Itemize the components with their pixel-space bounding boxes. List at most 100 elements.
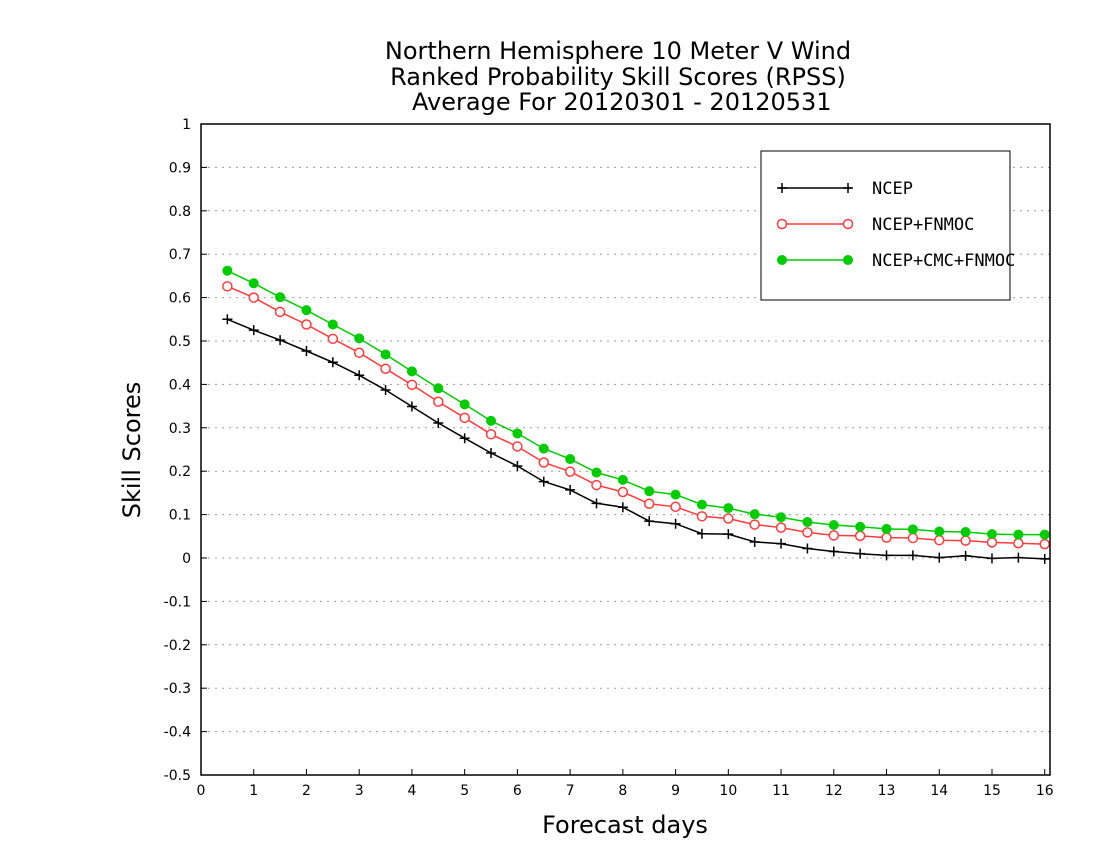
legend-box [760,150,1011,301]
x-axis-label: Forecast days [542,811,708,839]
data-point [934,534,945,546]
data-point [960,535,971,546]
data-point [749,509,760,520]
data-point [749,536,760,547]
x-tick-label: 3 [355,783,364,799]
x-tick-label: 14 [930,783,948,799]
x-tick-label: 5 [460,783,469,799]
series-1 [222,314,1050,564]
data-point [301,305,312,316]
y-tick-label: 0.6 [169,291,191,307]
data-point [777,255,787,265]
y-tick-label: 0.4 [169,377,191,393]
data-point [828,520,839,531]
data-point [433,418,444,429]
x-tick-label: 15 [983,783,1001,799]
plot-frame [200,123,1051,776]
y-tick-label: 0.5 [169,334,191,350]
series-2 [222,281,1050,550]
data-point [881,550,892,561]
y-tick-label: 0.7 [169,247,191,263]
data-point [248,278,259,289]
data-point [723,529,734,540]
y-tick-label: -0.1 [164,594,191,610]
data-point [907,550,918,561]
data-point [564,466,576,477]
data-point [512,428,523,439]
data-point [775,522,787,533]
data-point [486,447,497,458]
data-point [881,532,892,543]
data-point [222,281,233,292]
x-tick-label: 13 [878,783,896,799]
x-tick-label: 11 [772,783,790,799]
data-point [485,429,497,440]
data-point [617,486,629,498]
data-point [934,552,945,563]
data-point [459,412,470,424]
x-tick-label: 9 [671,783,680,799]
y-tick-label: 0.2 [169,464,191,480]
data-point [670,501,681,513]
series-group [222,265,1050,564]
data-point [960,550,971,561]
data-point [776,218,788,230]
data-point [459,433,470,444]
x-tick-label: 0 [197,783,206,799]
x-tick-label: 16 [1036,783,1054,799]
data-point [777,183,787,193]
y-tick-label: -0.2 [164,638,191,654]
data-point [591,479,602,491]
data-point [855,521,866,532]
x-tick-label: 7 [566,783,575,799]
data-point [327,319,338,330]
data-point [275,292,286,303]
data-point [1039,538,1050,550]
data-point [301,345,312,356]
data-point [843,183,853,193]
series-line [227,285,1050,545]
data-point [934,526,945,537]
chart-title-line-1: Northern Hemisphere 10 Meter V Wind [385,37,851,65]
series-line [227,318,1050,560]
legend-label: NCEP+FNMOC [872,215,974,235]
data-point [354,333,365,344]
data-point [776,512,787,523]
data-point [486,415,497,426]
data-point [406,401,417,412]
data-point [723,503,734,514]
data-point [881,523,892,534]
legend-item: NCEP [777,179,913,199]
y-tick-label: 0.3 [169,421,191,437]
data-point [1039,553,1050,564]
data-point [406,379,418,391]
data-point [565,454,576,465]
data-point [512,441,523,452]
series-3 [222,265,1050,540]
data-point [327,357,338,368]
data-point [433,396,444,408]
data-point [986,553,997,564]
data-point [512,460,523,471]
data-point [644,516,655,527]
legend-item: NCEP+FNMOC [776,215,974,235]
x-tick-label: 4 [407,783,416,799]
data-point [222,265,233,276]
data-point [1013,537,1024,549]
data-point [591,498,602,509]
data-point [538,457,550,468]
data-point [828,530,840,541]
x-tick-label: 6 [513,783,522,799]
data-point [670,489,681,500]
data-point [644,486,655,497]
data-point [406,366,417,377]
data-point [855,548,866,559]
data-point [696,528,707,539]
data-point [380,349,391,360]
chart-title: Northern Hemisphere 10 Meter V Wind Rank… [385,37,851,116]
data-point [354,370,365,381]
legend-item: NCEP+CMC+FNMOC [777,251,1015,271]
data-point [380,363,391,375]
y-tick-label: -0.4 [164,725,191,741]
